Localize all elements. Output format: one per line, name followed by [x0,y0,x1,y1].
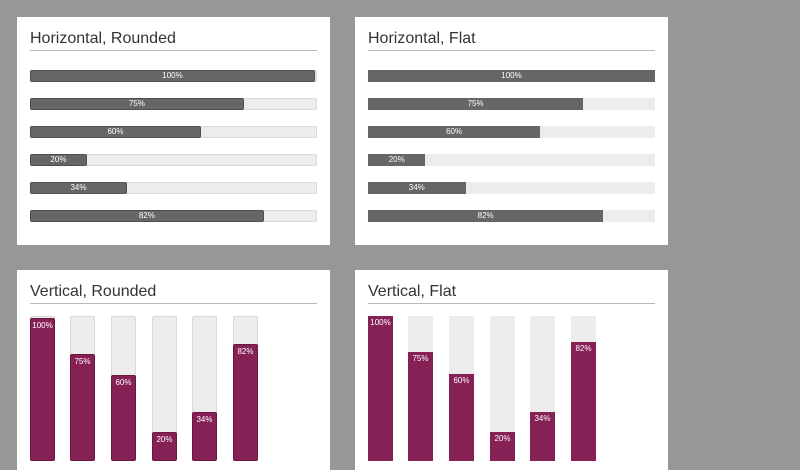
progress-fill: 75% [70,353,95,461]
progress-fill: 100% [368,316,393,461]
progress-fill: 20% [368,154,426,166]
progress-fill: 60% [111,375,136,461]
progress-bar-60: 60% [30,126,317,138]
progress-bar-75: 75% [70,316,95,461]
progress-fill: 20% [152,432,177,461]
progress-bar-34: 34% [30,182,317,194]
vertical-flat-panel: Vertical, Flat 100% 75% 60% 20% 34% 82% [355,270,668,470]
progress-bar-82: 82% [30,210,317,222]
progress-fill: 100% [368,70,655,82]
horizontal-flat-bars: 100% 75% 60% 20% 34% 82% [368,70,655,222]
horizontal-flat-panel: Horizontal, Flat 100% 75% 60% 20% 34% 82… [355,17,668,245]
progress-fill: 82% [571,342,596,461]
panel-title: Vertical, Flat [368,282,655,304]
progress-bar-100: 100% [30,316,55,461]
progress-bar-75: 75% [408,316,433,461]
progress-fill: 34% [192,412,217,461]
progress-bar-20: 20% [30,154,317,166]
horizontal-rounded-bars: 100% 75% 60% 20% 34% 82% [30,70,317,222]
progress-fill: 34% [30,182,127,194]
progress-bar-60: 60% [368,126,655,138]
progress-bar-82: 82% [368,210,655,222]
vertical-rounded-panel: Vertical, Rounded 100% 75% 60% 20% 34% 8… [17,270,330,470]
horizontal-rounded-panel: Horizontal, Rounded 100% 75% 60% 20% 34%… [17,17,330,245]
progress-fill: 60% [449,374,474,461]
progress-fill: 82% [368,210,604,222]
progress-bar-75: 75% [368,98,655,110]
progress-bar-20: 20% [368,154,655,166]
progress-fill: 75% [368,98,584,110]
progress-fill: 75% [30,98,244,110]
panel-title: Horizontal, Rounded [30,29,317,51]
progress-bar-34: 34% [192,316,217,461]
panel-title: Horizontal, Flat [368,29,655,51]
progress-fill: 100% [30,318,55,461]
panel-title: Vertical, Rounded [30,282,317,304]
progress-fill: 100% [30,70,315,82]
progress-bar-20: 20% [490,316,515,461]
progress-fill: 75% [408,352,433,461]
progress-fill: 20% [30,154,87,166]
progress-fill: 20% [490,432,515,461]
progress-bar-20: 20% [152,316,177,461]
progress-bar-100: 100% [368,316,393,461]
progress-fill: 82% [30,210,264,222]
progress-fill: 60% [30,126,201,138]
progress-fill: 82% [233,343,258,461]
progress-fill: 34% [530,411,555,461]
progress-bar-100: 100% [30,70,317,82]
progress-bar-34: 34% [530,316,555,461]
progress-bar-82: 82% [571,316,596,461]
progress-bar-75: 75% [30,98,317,110]
progress-bar-82: 82% [233,316,258,461]
progress-bar-60: 60% [111,316,136,461]
progress-bar-60: 60% [449,316,474,461]
progress-bar-100: 100% [368,70,655,82]
progress-fill: 34% [368,182,466,194]
progress-fill: 60% [368,126,541,138]
progress-bar-34: 34% [368,182,655,194]
